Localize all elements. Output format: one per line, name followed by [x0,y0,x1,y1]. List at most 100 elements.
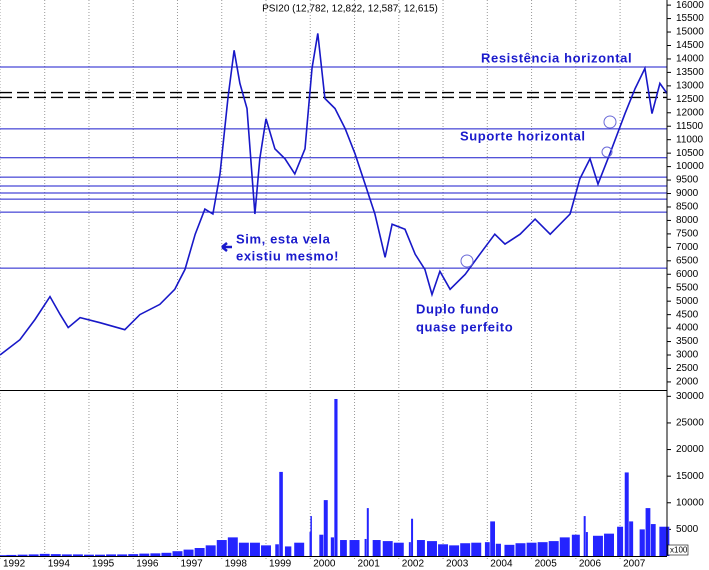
volume-bar [504,544,515,556]
price-line [0,33,668,356]
y-tick-label: 3000 [676,350,699,361]
x-tick-label: 1994 [48,559,71,570]
y-tick-label: 9000 [676,188,699,199]
volume-bar [592,535,603,556]
volume-bar [330,537,334,556]
annotation: Sim, esta vela [236,231,331,246]
y-tick-label: 2000 [676,377,699,388]
volume-bar [460,543,471,556]
volume-bar [571,534,580,556]
volume-bar [537,542,548,556]
y-tick-label: 13000 [676,80,704,91]
y-tick-label: 20000 [676,444,704,455]
volume-bar [372,540,381,556]
volume-bar [416,540,425,556]
volume-bar [275,544,279,556]
volume-bar [495,543,501,556]
y-tick-label: 10000 [676,161,704,172]
volume-bar [645,508,651,556]
y-tick-label: 15500 [676,13,704,24]
y-tick-label: 16000 [676,0,704,11]
volume-bar [438,544,449,556]
volume-bar [411,518,414,556]
volume-bar [150,553,161,556]
y-tick-label: 25000 [676,418,704,429]
smileys [460,115,617,268]
chart-title: PSI20 (12,782, 12,822, 12,587, 12,615) [262,4,438,15]
annotation: Duplo fundo [416,301,499,316]
y-tick-label: 10000 [676,497,704,508]
annotation: existiu mesmo! [236,248,339,263]
y-tick-label: 8500 [676,202,699,213]
volume-bar [261,545,271,556]
volume-bar [205,545,216,556]
volume-bar [526,542,537,556]
x-tick-label: 2002 [402,559,425,570]
volume-bar [28,554,39,556]
annotation: quase perfeito [416,319,513,334]
x-tick-label: 1996 [136,559,159,570]
volume-bar [583,516,586,556]
volume-bar [183,549,194,556]
volume-bar [61,554,72,556]
volume-bar [139,553,150,556]
volume-bar [349,540,360,556]
y-tick-label: 12500 [676,94,704,105]
y-tick-label: 12000 [676,107,704,118]
grid [0,0,671,560]
y-tick-label: 14000 [676,54,704,65]
volume-bar [382,541,393,556]
y-tick-label: 4000 [676,323,699,334]
x-tick-label: 2004 [490,559,513,570]
y-tick-label: 2500 [676,363,699,374]
volume-bar [39,553,50,556]
volume-bar [426,541,437,556]
volume-bar [334,398,338,556]
y-tick-label: 11000 [676,134,704,145]
y-tick-label: 13500 [676,67,704,78]
y-tick-label: 7000 [676,242,699,253]
volume-bar [194,548,205,556]
volume-bar [117,554,128,556]
volume-bar [366,508,369,556]
volume-bar [471,542,482,556]
volume-bar [249,542,260,556]
volume-bar [227,537,238,556]
y-tick-label: 9500 [676,175,699,186]
y-tick-label: 5500 [676,282,699,293]
x-tick-label: 2003 [446,559,469,570]
volume-bar [559,537,570,556]
y-tick-label: 8000 [676,215,699,226]
volume-bar [323,500,328,556]
volume-bar [17,554,28,556]
x-tick-label: 1999 [269,559,292,570]
volume-bar [548,541,559,556]
x-tick-label: 2006 [579,559,602,570]
y-tick-label: 5000 [676,524,699,535]
volume-bar [6,554,17,556]
x-tick-label: 1998 [225,559,248,570]
volume-bar [72,554,83,556]
volume-bar [604,533,614,556]
volume-bar [106,554,117,556]
volume-bar [83,554,94,556]
y-tick-label: 5000 [676,296,699,307]
x-tick-label: 2000 [313,559,336,570]
volume-bar [617,526,624,556]
annotation: Suporte horizontal [460,128,586,143]
volume-bar [161,552,172,556]
y-tick-label: 6500 [676,255,699,266]
annotation: Resistência horizontal [481,50,632,65]
volume-bar [515,543,526,556]
y-tick-label: 6000 [676,269,699,280]
y-tick-label: 11500 [676,121,704,132]
volume-bar [172,551,183,556]
volume-bar [0,555,10,556]
volume-bar [284,546,292,556]
volume-bar [393,542,404,556]
x-tick-label: 2001 [358,559,381,570]
x-tick-label: 2007 [623,559,646,570]
volume-bar [650,524,656,556]
x-tick-label: 2005 [535,559,558,570]
volume-bar [294,542,305,556]
